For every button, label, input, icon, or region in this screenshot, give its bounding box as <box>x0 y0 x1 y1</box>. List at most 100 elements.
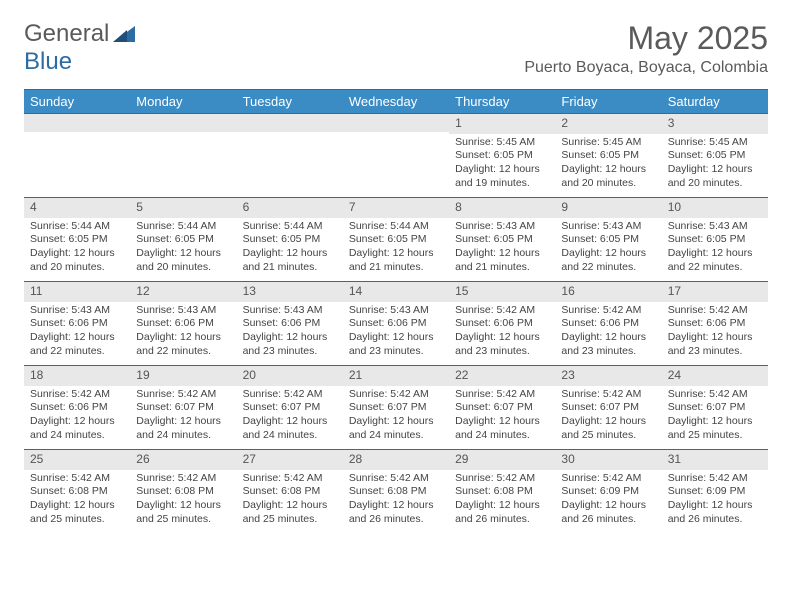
day-number: 21 <box>343 366 449 386</box>
day-details: Sunrise: 5:43 AMSunset: 6:05 PMDaylight:… <box>555 218 661 279</box>
logo-line2: Blue <box>24 48 72 76</box>
calendar-table: SundayMondayTuesdayWednesdayThursdayFrid… <box>24 89 768 534</box>
day-details: Sunrise: 5:44 AMSunset: 6:05 PMDaylight:… <box>343 218 449 279</box>
month-title: May 2025 <box>524 20 768 57</box>
day-details: Sunrise: 5:42 AMSunset: 6:06 PMDaylight:… <box>662 302 768 363</box>
day-header: Wednesday <box>343 90 449 114</box>
day-details: Sunrise: 5:44 AMSunset: 6:05 PMDaylight:… <box>24 218 130 279</box>
calendar-cell: 12Sunrise: 5:43 AMSunset: 6:06 PMDayligh… <box>130 282 236 366</box>
day-details: Sunrise: 5:42 AMSunset: 6:07 PMDaylight:… <box>343 386 449 447</box>
day-number: 18 <box>24 366 130 386</box>
day-details: Sunrise: 5:42 AMSunset: 6:07 PMDaylight:… <box>130 386 236 447</box>
day-details: Sunrise: 5:42 AMSunset: 6:08 PMDaylight:… <box>130 470 236 531</box>
day-details: Sunrise: 5:42 AMSunset: 6:09 PMDaylight:… <box>555 470 661 531</box>
day-number: 5 <box>130 198 236 218</box>
calendar-cell: 28Sunrise: 5:42 AMSunset: 6:08 PMDayligh… <box>343 450 449 534</box>
calendar-cell: 17Sunrise: 5:42 AMSunset: 6:06 PMDayligh… <box>662 282 768 366</box>
day-details: Sunrise: 5:43 AMSunset: 6:05 PMDaylight:… <box>449 218 555 279</box>
calendar-week-row: 4Sunrise: 5:44 AMSunset: 6:05 PMDaylight… <box>24 198 768 282</box>
calendar-cell: 24Sunrise: 5:42 AMSunset: 6:07 PMDayligh… <box>662 366 768 450</box>
day-number: 29 <box>449 450 555 470</box>
day-details: Sunrise: 5:45 AMSunset: 6:05 PMDaylight:… <box>555 134 661 195</box>
calendar-cell: 29Sunrise: 5:42 AMSunset: 6:08 PMDayligh… <box>449 450 555 534</box>
day-details: Sunrise: 5:43 AMSunset: 6:06 PMDaylight:… <box>237 302 343 363</box>
day-number: 1 <box>449 114 555 134</box>
day-header: Thursday <box>449 90 555 114</box>
day-number: 9 <box>555 198 661 218</box>
day-details: Sunrise: 5:44 AMSunset: 6:05 PMDaylight:… <box>130 218 236 279</box>
day-number: 16 <box>555 282 661 302</box>
calendar-cell: 1Sunrise: 5:45 AMSunset: 6:05 PMDaylight… <box>449 114 555 198</box>
day-number: 11 <box>24 282 130 302</box>
day-number: 4 <box>24 198 130 218</box>
calendar-cell: 27Sunrise: 5:42 AMSunset: 6:08 PMDayligh… <box>237 450 343 534</box>
day-number: 8 <box>449 198 555 218</box>
day-details: Sunrise: 5:42 AMSunset: 6:06 PMDaylight:… <box>449 302 555 363</box>
day-number: 22 <box>449 366 555 386</box>
calendar-cell: 11Sunrise: 5:43 AMSunset: 6:06 PMDayligh… <box>24 282 130 366</box>
title-block: May 2025 Puerto Boyaca, Boyaca, Colombia <box>524 20 768 77</box>
day-details: Sunrise: 5:42 AMSunset: 6:09 PMDaylight:… <box>662 470 768 531</box>
calendar-cell: 18Sunrise: 5:42 AMSunset: 6:06 PMDayligh… <box>24 366 130 450</box>
day-header: Tuesday <box>237 90 343 114</box>
day-details: Sunrise: 5:43 AMSunset: 6:06 PMDaylight:… <box>24 302 130 363</box>
calendar-cell <box>130 114 236 198</box>
calendar-cell <box>237 114 343 198</box>
day-details: Sunrise: 5:43 AMSunset: 6:06 PMDaylight:… <box>130 302 236 363</box>
day-details: Sunrise: 5:45 AMSunset: 6:05 PMDaylight:… <box>449 134 555 195</box>
calendar-cell: 9Sunrise: 5:43 AMSunset: 6:05 PMDaylight… <box>555 198 661 282</box>
calendar-body: 1Sunrise: 5:45 AMSunset: 6:05 PMDaylight… <box>24 114 768 534</box>
calendar-cell: 13Sunrise: 5:43 AMSunset: 6:06 PMDayligh… <box>237 282 343 366</box>
calendar-week-row: 25Sunrise: 5:42 AMSunset: 6:08 PMDayligh… <box>24 450 768 534</box>
day-details: Sunrise: 5:45 AMSunset: 6:05 PMDaylight:… <box>662 134 768 195</box>
day-number: 7 <box>343 198 449 218</box>
day-number: 19 <box>130 366 236 386</box>
day-number: 26 <box>130 450 236 470</box>
calendar-cell: 20Sunrise: 5:42 AMSunset: 6:07 PMDayligh… <box>237 366 343 450</box>
day-header: Saturday <box>662 90 768 114</box>
calendar-cell <box>24 114 130 198</box>
calendar-week-row: 11Sunrise: 5:43 AMSunset: 6:06 PMDayligh… <box>24 282 768 366</box>
day-details: Sunrise: 5:43 AMSunset: 6:05 PMDaylight:… <box>662 218 768 279</box>
day-details: Sunrise: 5:42 AMSunset: 6:08 PMDaylight:… <box>449 470 555 531</box>
day-details: Sunrise: 5:42 AMSunset: 6:08 PMDaylight:… <box>343 470 449 531</box>
empty-day-header <box>130 114 236 132</box>
location: Puerto Boyaca, Boyaca, Colombia <box>524 59 768 77</box>
logo-word2: Blue <box>24 48 72 75</box>
day-header: Monday <box>130 90 236 114</box>
day-number: 20 <box>237 366 343 386</box>
day-number: 14 <box>343 282 449 302</box>
day-number: 31 <box>662 450 768 470</box>
day-header: Sunday <box>24 90 130 114</box>
day-number: 25 <box>24 450 130 470</box>
day-number: 30 <box>555 450 661 470</box>
day-number: 3 <box>662 114 768 134</box>
day-number: 6 <box>237 198 343 218</box>
day-number: 17 <box>662 282 768 302</box>
calendar-cell: 7Sunrise: 5:44 AMSunset: 6:05 PMDaylight… <box>343 198 449 282</box>
calendar-cell: 30Sunrise: 5:42 AMSunset: 6:09 PMDayligh… <box>555 450 661 534</box>
empty-day-header <box>24 114 130 132</box>
day-details: Sunrise: 5:42 AMSunset: 6:06 PMDaylight:… <box>24 386 130 447</box>
day-details: Sunrise: 5:43 AMSunset: 6:06 PMDaylight:… <box>343 302 449 363</box>
day-details: Sunrise: 5:42 AMSunset: 6:07 PMDaylight:… <box>237 386 343 447</box>
day-details: Sunrise: 5:42 AMSunset: 6:08 PMDaylight:… <box>24 470 130 531</box>
calendar-cell: 25Sunrise: 5:42 AMSunset: 6:08 PMDayligh… <box>24 450 130 534</box>
day-number: 15 <box>449 282 555 302</box>
calendar-cell: 21Sunrise: 5:42 AMSunset: 6:07 PMDayligh… <box>343 366 449 450</box>
day-details: Sunrise: 5:42 AMSunset: 6:06 PMDaylight:… <box>555 302 661 363</box>
calendar-cell: 16Sunrise: 5:42 AMSunset: 6:06 PMDayligh… <box>555 282 661 366</box>
day-details: Sunrise: 5:42 AMSunset: 6:07 PMDaylight:… <box>449 386 555 447</box>
day-number: 2 <box>555 114 661 134</box>
logo: General <box>24 20 141 48</box>
calendar-cell: 15Sunrise: 5:42 AMSunset: 6:06 PMDayligh… <box>449 282 555 366</box>
calendar-cell: 5Sunrise: 5:44 AMSunset: 6:05 PMDaylight… <box>130 198 236 282</box>
day-details: Sunrise: 5:44 AMSunset: 6:05 PMDaylight:… <box>237 218 343 279</box>
day-number: 24 <box>662 366 768 386</box>
calendar-cell: 26Sunrise: 5:42 AMSunset: 6:08 PMDayligh… <box>130 450 236 534</box>
day-details: Sunrise: 5:42 AMSunset: 6:07 PMDaylight:… <box>555 386 661 447</box>
calendar-cell: 6Sunrise: 5:44 AMSunset: 6:05 PMDaylight… <box>237 198 343 282</box>
day-number: 12 <box>130 282 236 302</box>
day-number: 23 <box>555 366 661 386</box>
calendar-cell: 2Sunrise: 5:45 AMSunset: 6:05 PMDaylight… <box>555 114 661 198</box>
